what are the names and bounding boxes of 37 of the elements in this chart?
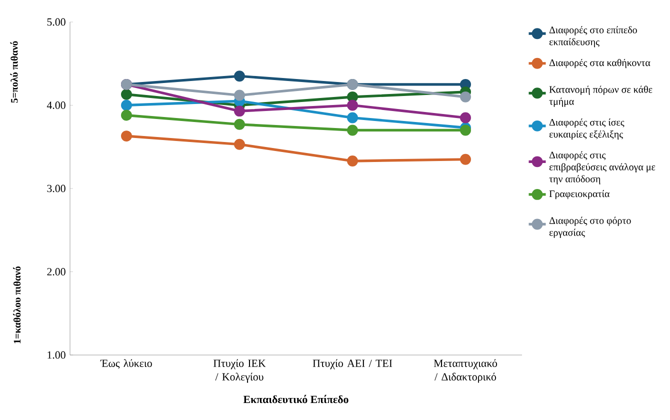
legend-label: Διαφορές στα καθήκοντα — [549, 58, 650, 68]
point — [121, 100, 132, 111]
y-tick-label: 2.00 — [47, 268, 66, 276]
legend-label: Διαφορές στο επίπεδο εκπαίδευσης — [549, 26, 637, 48]
legend-label: Γραφειοκρατία — [549, 190, 610, 200]
point — [234, 70, 245, 82]
point — [460, 91, 471, 102]
y-tick-label: 4.00 — [46, 102, 66, 109]
point — [234, 138, 245, 150]
point — [460, 112, 471, 124]
y-tick-label: 1.00 — [48, 351, 66, 359]
x-tick-label: Πτυχίο ΙΕΚ / Κολεγίου — [213, 359, 266, 383]
point — [234, 118, 245, 130]
x-axis-title: Εκπαιδευτικό Επίπεδο — [243, 394, 348, 404]
point — [121, 110, 132, 121]
legend-label: Διαφορές στις ίσες ευκαιρίες εξέλιξης — [549, 118, 624, 140]
point — [460, 124, 471, 136]
point — [347, 156, 358, 167]
x-tick-label: Μεταπτυχιακό / Διδακτορικό — [434, 359, 498, 383]
x-tick-label: Έως λύκειο — [100, 359, 152, 369]
point — [121, 88, 132, 100]
legend-label: Διαφορές στις επιβραβεύσεις ανάλογα με την απόδοση — [549, 151, 656, 184]
legend-label: Κατανομή πόρων σε κάθε τμήμα — [549, 86, 652, 107]
point — [347, 91, 358, 102]
point — [347, 100, 358, 111]
point — [234, 90, 245, 101]
point — [460, 154, 471, 165]
text: 5=πολύ πιθανό — [10, 41, 18, 103]
y-axis-title: 1=καθόλου πιθανό — [13, 266, 21, 344]
y-tick-label: 3.00 — [47, 184, 66, 192]
point — [347, 124, 358, 136]
point — [347, 112, 358, 124]
y-tick-label: 5.00 — [47, 18, 66, 26]
legend-label: Διαφορές στο φόρτο εργασίας — [549, 216, 631, 238]
point — [234, 106, 245, 117]
point — [121, 130, 132, 142]
x-tick-label: Πτυχίο ΑΕΙ / ΤΕΙ — [312, 359, 392, 370]
